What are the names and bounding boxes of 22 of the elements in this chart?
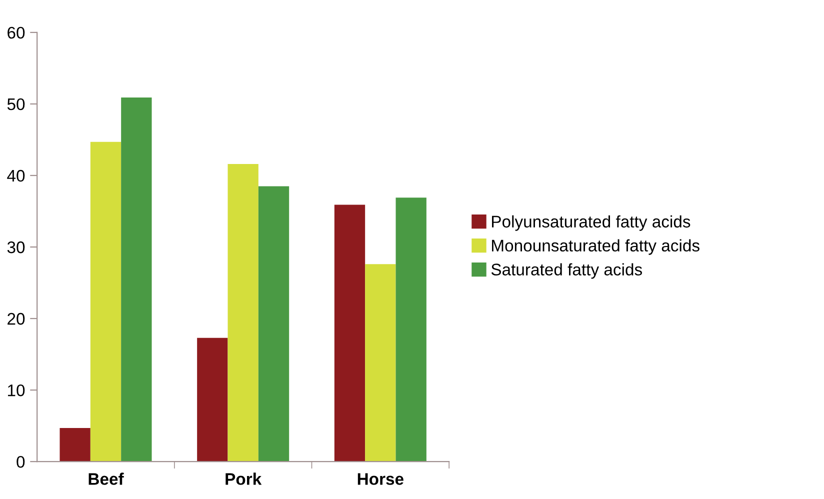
bar: [258, 186, 290, 462]
legend-label: Polyunsaturated fatty acids: [492, 215, 690, 231]
y-tick-label: 50: [7, 98, 25, 110]
y-tick-label: 20: [8, 312, 25, 325]
y-tick-label: 10: [8, 384, 25, 396]
bar: [90, 142, 122, 462]
y-tick-label: 0: [16, 456, 25, 468]
bar: [365, 264, 396, 462]
bar: [228, 164, 258, 462]
y-tick-label: 60: [8, 26, 25, 39]
legend-label: Monounsaturated fatty acids: [492, 239, 700, 255]
x-tick-label: Beef: [88, 472, 124, 485]
x-tick-label: Pork: [226, 472, 262, 485]
bar: [197, 338, 228, 462]
bar: [60, 428, 90, 462]
bar: [121, 98, 152, 462]
y-tick-label: 40: [7, 170, 25, 182]
bar: [334, 204, 366, 462]
legend-label: Saturated fatty acids: [491, 263, 642, 279]
x-tick-label: Horse: [358, 473, 404, 485]
bar: [396, 198, 426, 462]
y-tick-label: 30: [7, 241, 25, 254]
